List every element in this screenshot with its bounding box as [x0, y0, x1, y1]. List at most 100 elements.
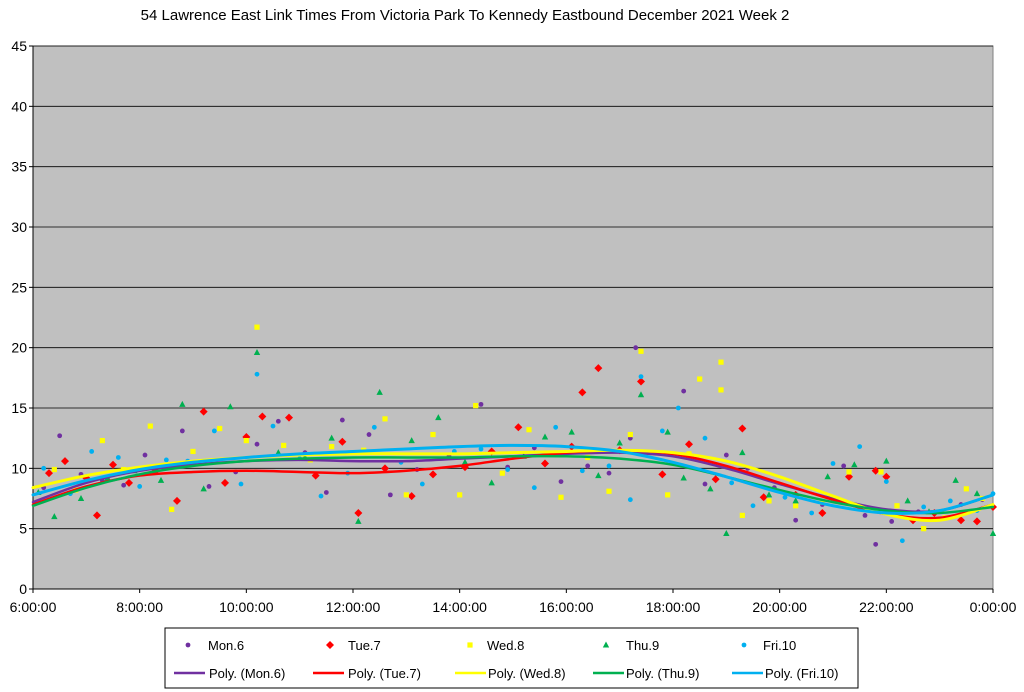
data-point: [904, 497, 911, 504]
y-tick-label: 5: [19, 521, 27, 537]
data-point: [206, 484, 212, 489]
y-tick-label: 35: [11, 159, 27, 175]
data-point: [759, 493, 768, 502]
data-point: [41, 465, 47, 471]
legend-trend-item: Poly. (Wed.8): [455, 666, 566, 681]
data-point: [61, 457, 69, 466]
data-point: [846, 469, 852, 475]
data-point: [488, 479, 495, 486]
legend-label: Thu.9: [626, 638, 659, 653]
data-point: [173, 496, 181, 505]
data-point: [275, 418, 281, 424]
data-point: [541, 433, 549, 440]
data-point: [718, 387, 724, 393]
data-point: [793, 517, 799, 523]
data-point: [514, 423, 523, 432]
data-point: [606, 488, 612, 494]
legend-label: Mon.6: [208, 638, 244, 653]
legend-marker: [741, 642, 747, 648]
data-point: [685, 440, 693, 449]
legend-trend-item: Poly. (Mon.6): [174, 666, 285, 681]
data-point: [169, 506, 175, 512]
data-point: [723, 529, 730, 536]
y-tick-label: 0: [19, 581, 27, 597]
data-point: [739, 512, 745, 518]
data-point: [281, 442, 287, 449]
trend-line: [31, 448, 995, 520]
data-point: [637, 377, 645, 386]
x-tick-label: 20:00:00: [752, 599, 807, 615]
data-point: [99, 437, 105, 444]
data-point: [595, 472, 602, 479]
data-point: [318, 493, 324, 499]
data-point: [857, 444, 863, 450]
data-point: [478, 446, 484, 452]
data-point: [109, 460, 117, 469]
data-point: [729, 480, 735, 486]
data-point: [841, 463, 847, 469]
data-point: [254, 441, 260, 447]
y-tick-label: 15: [11, 400, 27, 416]
data-point: [553, 424, 559, 430]
data-point: [638, 374, 644, 380]
data-point: [845, 472, 853, 481]
data-point: [718, 359, 724, 365]
legend-item: Mon.6: [185, 638, 244, 653]
x-tick-label: 16:00:00: [539, 599, 594, 615]
data-point: [894, 503, 900, 509]
legend-item: Tue.7: [326, 638, 381, 653]
data-point: [616, 439, 623, 446]
data-point: [199, 407, 208, 416]
legend-trend-label: Poly. (Fri.10): [765, 666, 838, 681]
data-point: [665, 492, 671, 498]
gridlines: [33, 45, 993, 530]
data-point: [387, 492, 393, 498]
data-point: [541, 459, 549, 468]
data-point: [883, 457, 890, 464]
data-point: [115, 455, 121, 460]
legend-trend-item: Poly. (Tue.7): [313, 666, 421, 681]
data-point: [157, 476, 165, 483]
data-point: [579, 468, 585, 474]
data-point: [627, 497, 633, 503]
y-tick-label: 10: [11, 460, 27, 476]
data-point: [478, 401, 484, 407]
legend-item: Fri.10: [741, 638, 796, 653]
data-point: [338, 437, 347, 446]
data-point: [430, 431, 436, 438]
legend-box: [164, 627, 859, 689]
y-tick-label: 20: [11, 340, 27, 356]
trend-line: [31, 443, 995, 515]
data-point: [221, 478, 229, 487]
x-tick-label: 18:00:00: [646, 599, 701, 615]
data-point: [873, 541, 879, 547]
y-tick-label: 45: [11, 38, 27, 54]
data-point: [862, 512, 868, 518]
data-point: [211, 428, 217, 434]
data-point: [921, 504, 927, 510]
data-point: [238, 481, 244, 487]
trend-lines: [31, 443, 995, 523]
data-point: [200, 485, 207, 492]
data-point: [606, 463, 612, 469]
data-point: [190, 448, 196, 455]
data-point: [711, 475, 720, 484]
legend-label: Tue.7: [348, 638, 381, 653]
data-point: [473, 402, 479, 409]
data-point: [851, 461, 858, 468]
data-point: [253, 348, 261, 355]
data-point: [381, 464, 389, 473]
data-point: [871, 466, 880, 475]
data-point: [227, 403, 234, 410]
chart-title: 54 Lawrence East Link Times From Victori…: [141, 7, 790, 24]
data-point: [45, 469, 53, 478]
legend-trend-label: Poly. (Tue.7): [348, 666, 421, 681]
data-point: [782, 494, 788, 500]
data-point: [499, 470, 505, 476]
trend-line: [31, 454, 995, 515]
data-point: [339, 417, 345, 423]
data-point: [947, 498, 953, 504]
data-point: [270, 423, 276, 429]
legend-trend-label: Poly. (Wed.8): [488, 666, 566, 681]
data-point: [403, 492, 409, 498]
